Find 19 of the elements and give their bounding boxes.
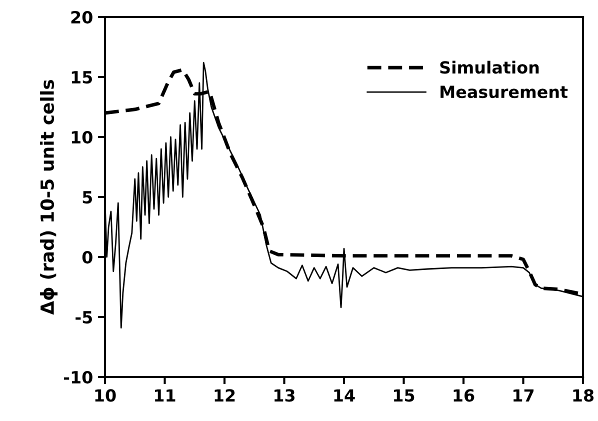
x-tick-label: 10: [95, 389, 116, 402]
y-tick-label: -5: [76, 311, 92, 324]
x-tick-label: 18: [573, 389, 594, 402]
x-tick-label: 12: [214, 389, 235, 402]
legend-label: Measurement: [440, 86, 568, 98]
y-tick-label: 15: [72, 71, 92, 84]
x-tick-label: 14: [334, 389, 355, 402]
y-tick-label: -10: [64, 370, 92, 384]
x-tick-label: 13: [274, 389, 295, 402]
y-tick-label: 5: [82, 191, 92, 204]
y-tick-label: 0: [82, 250, 92, 264]
x-tick-label: 15: [394, 389, 414, 402]
x-tick-label: 16: [454, 389, 474, 402]
x-tick-label: 11: [155, 389, 176, 402]
x-tick-label: 17: [514, 389, 534, 402]
y-tick-label: 10: [72, 130, 92, 144]
legend-label: Simulation: [440, 60, 539, 74]
y-tick-label: 20: [71, 10, 92, 24]
y-axis-title: Δϕ (rad) 10-5 unit cells: [40, 80, 58, 315]
